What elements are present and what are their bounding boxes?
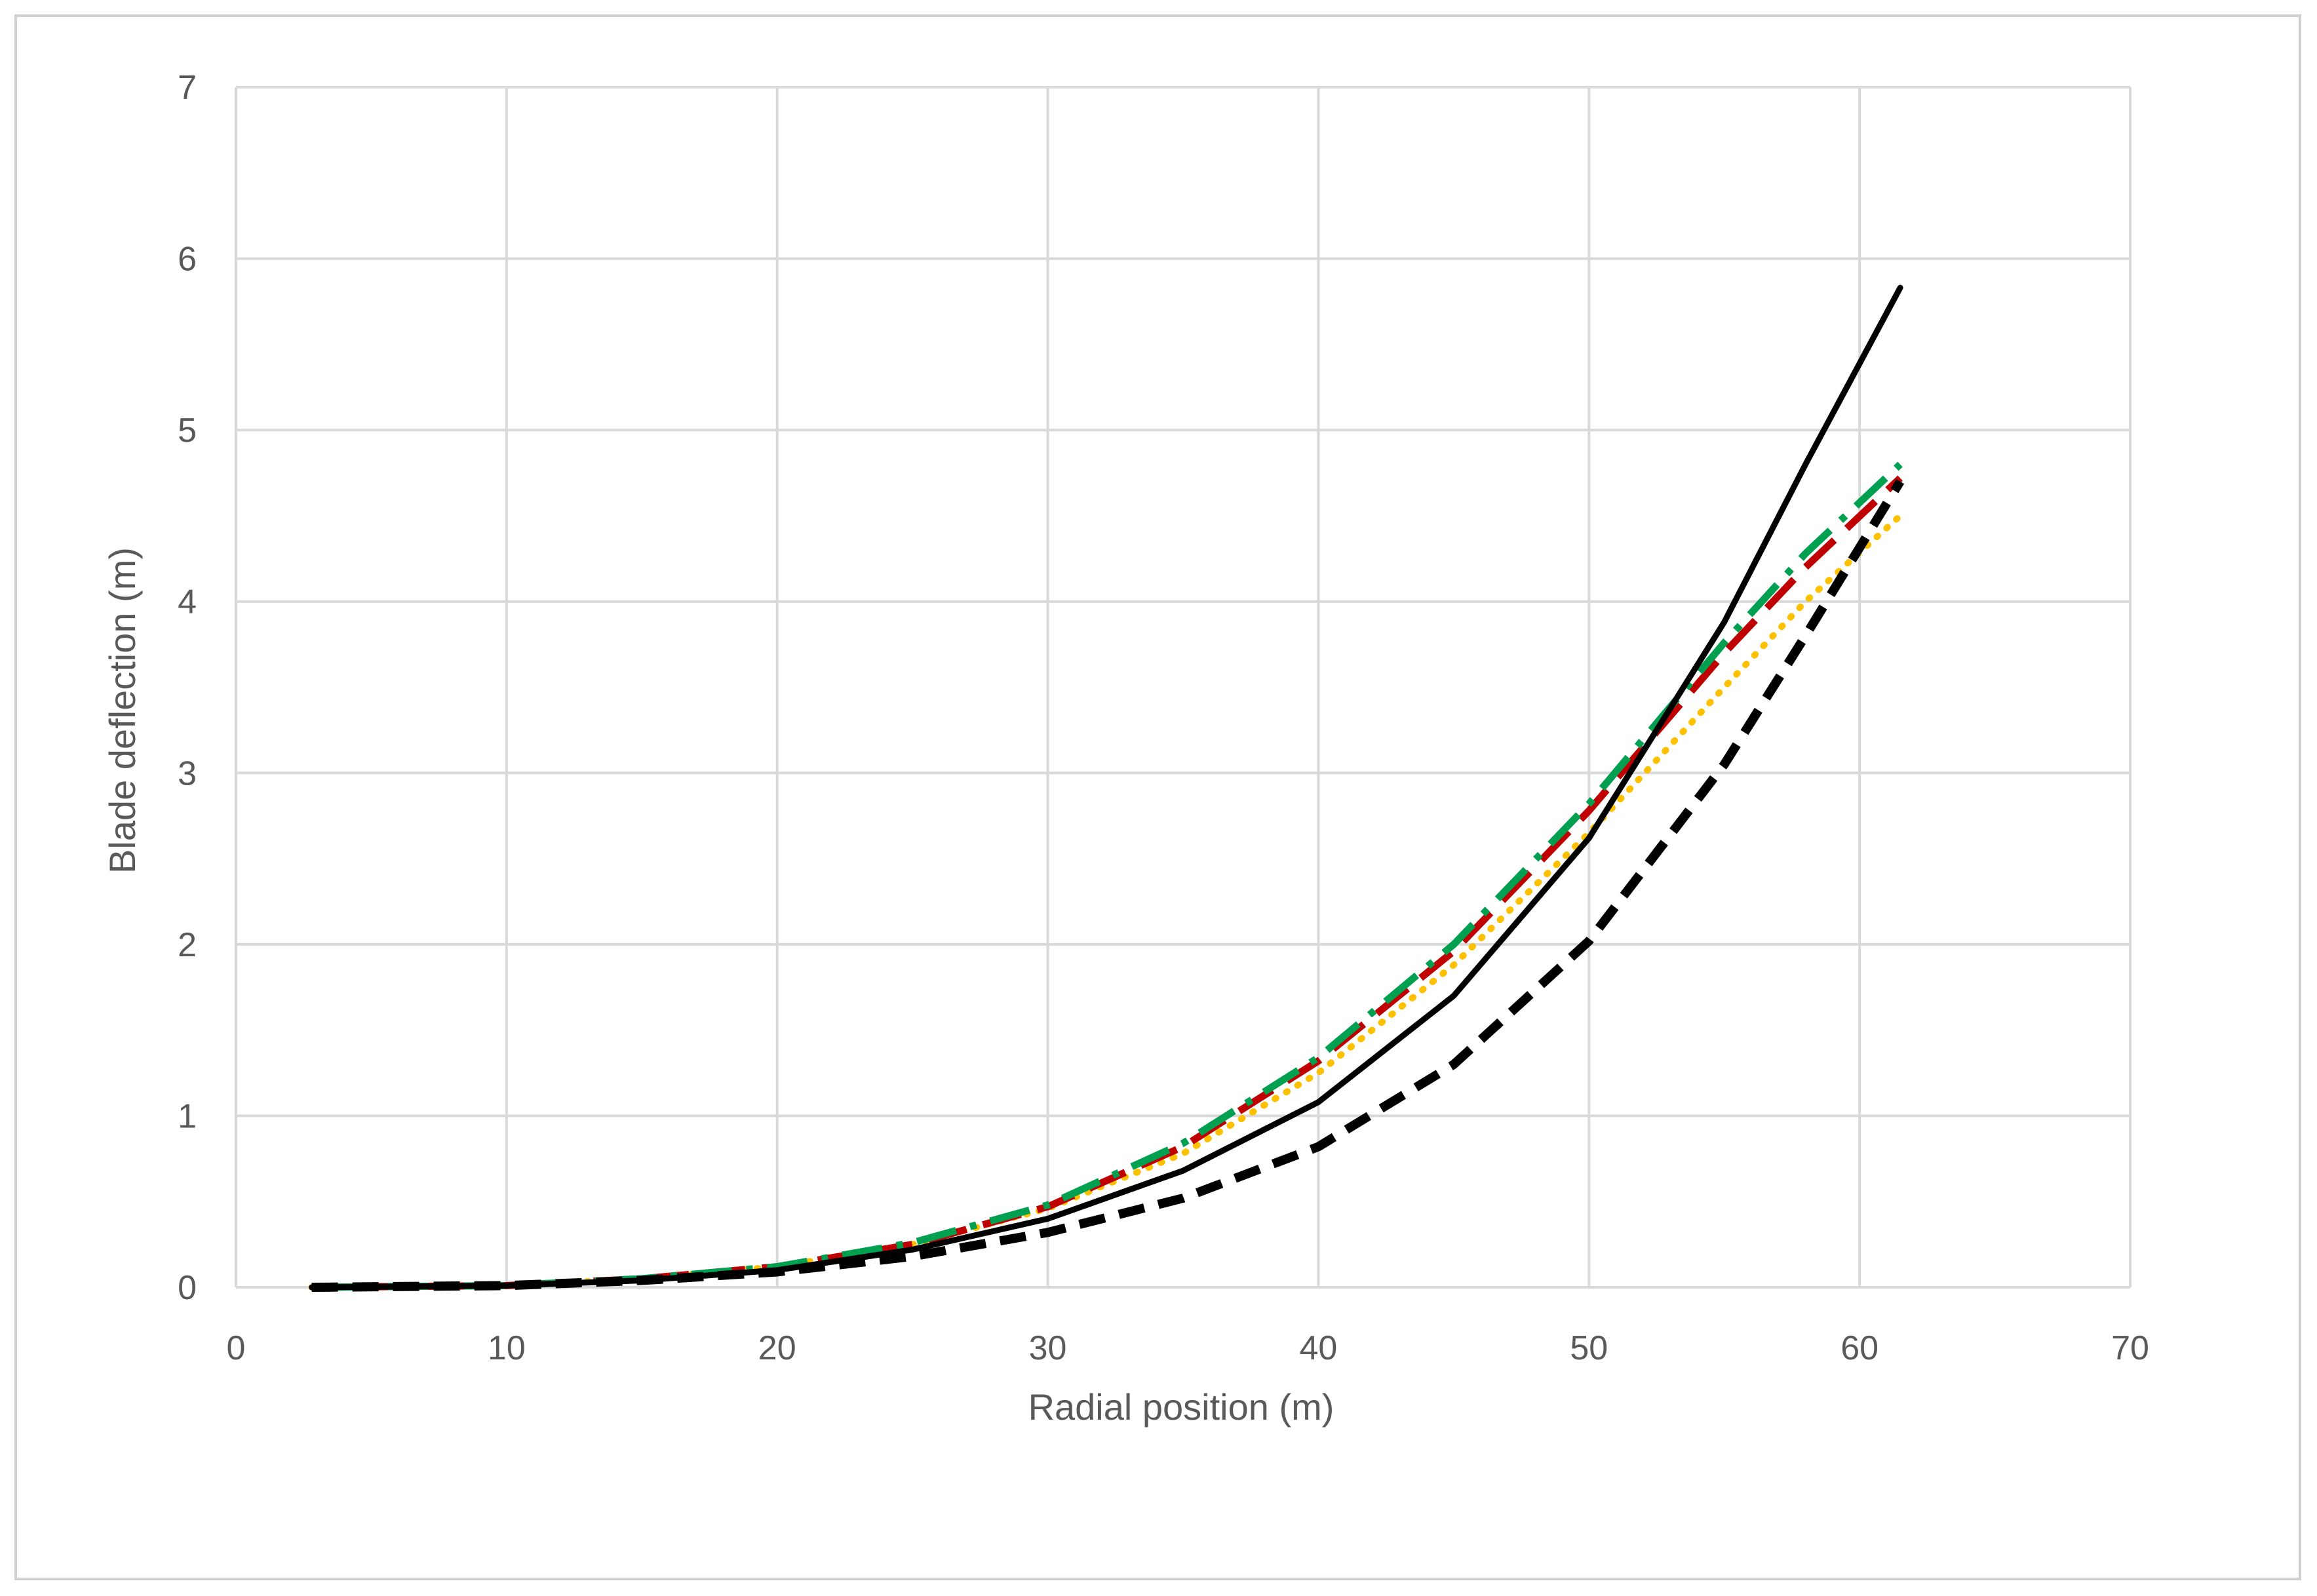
x-tick-label: 60 [1840,1329,1879,1367]
y-tick-label: 7 [178,69,197,107]
y-tick-label: 6 [178,241,197,279]
y-tick-label: 5 [178,412,197,450]
tick-layer: 0 10 20 30 40 50 60 70 0 1 2 3 4 5 6 7 [178,69,2149,1367]
series-line-solid [309,284,1903,1291]
x-tick-label: 40 [1300,1329,1338,1367]
x-tick-label: 20 [758,1329,796,1367]
x-tick-label: 70 [2111,1329,2149,1367]
chart-frame: 0 10 20 30 40 50 60 70 0 1 2 3 4 5 6 7 Radial position … [14,14,2301,1580]
y-axis-title: Blade deflection (m) [102,547,143,874]
series-line-dash-dot [311,461,1903,1291]
line-chart: 0 10 20 30 40 50 60 70 0 1 2 3 4 5 6 7 Radial position … [102,69,2149,1428]
series-line-long-dash [311,475,1903,1291]
y-tick-label: 3 [178,754,197,792]
x-tick-label: 50 [1570,1329,1608,1367]
series-layer [308,284,1905,1292]
x-tick-label: 10 [488,1329,526,1367]
x-tick-label: 30 [1029,1329,1067,1367]
y-tick-label: 1 [178,1097,197,1135]
y-tick-label: 0 [178,1269,197,1307]
series-line-dotted [308,512,1904,1291]
x-axis-title: Radial position (m) [1028,1386,1334,1428]
grid-layer [235,86,2132,1289]
y-tick-label: 2 [178,926,197,964]
y-tick-label: 4 [178,583,197,621]
x-tick-label: 0 [227,1329,246,1367]
